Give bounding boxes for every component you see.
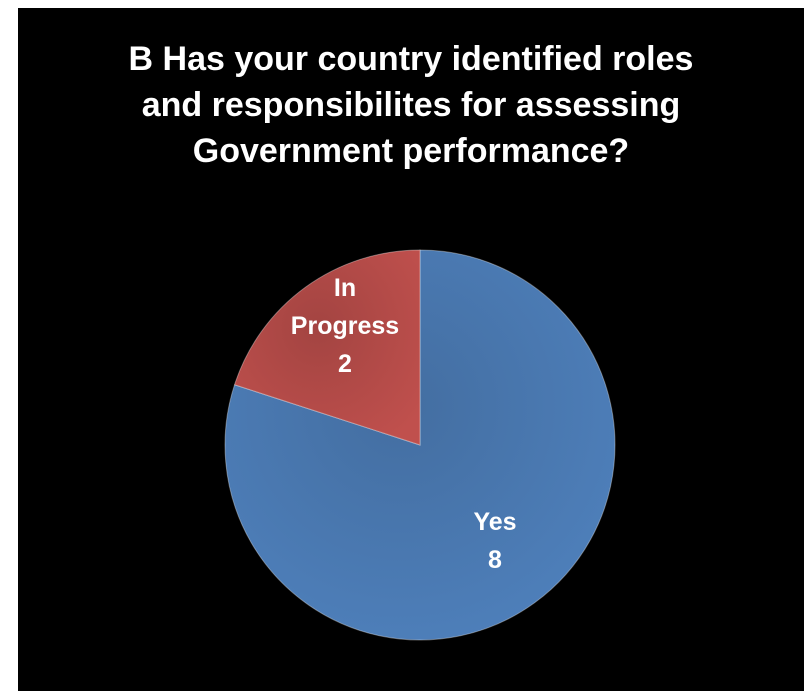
pie-chart: Yes 8 In Progress 2	[224, 249, 616, 641]
slice-label-yes: Yes	[473, 508, 516, 536]
slice-label-in-progress-1: In	[334, 274, 356, 302]
chart-title: B Has your country identified roles and …	[18, 36, 804, 174]
chart-title-line-3: Government performance?	[192, 132, 630, 170]
chart-slide: B Has your country identified roles and …	[18, 8, 804, 691]
slice-label-in-progress-2: Progress	[291, 312, 399, 340]
slice-value-yes: 8	[488, 546, 502, 574]
chart-title-line-2: and responsibilites for assessing	[141, 86, 681, 124]
pie-slice-in-progress	[233, 249, 421, 446]
chart-title-line-1: B Has your country identified roles	[128, 40, 694, 78]
slice-value-in-progress: 2	[338, 350, 352, 378]
pie-slice-yes	[224, 249, 616, 641]
